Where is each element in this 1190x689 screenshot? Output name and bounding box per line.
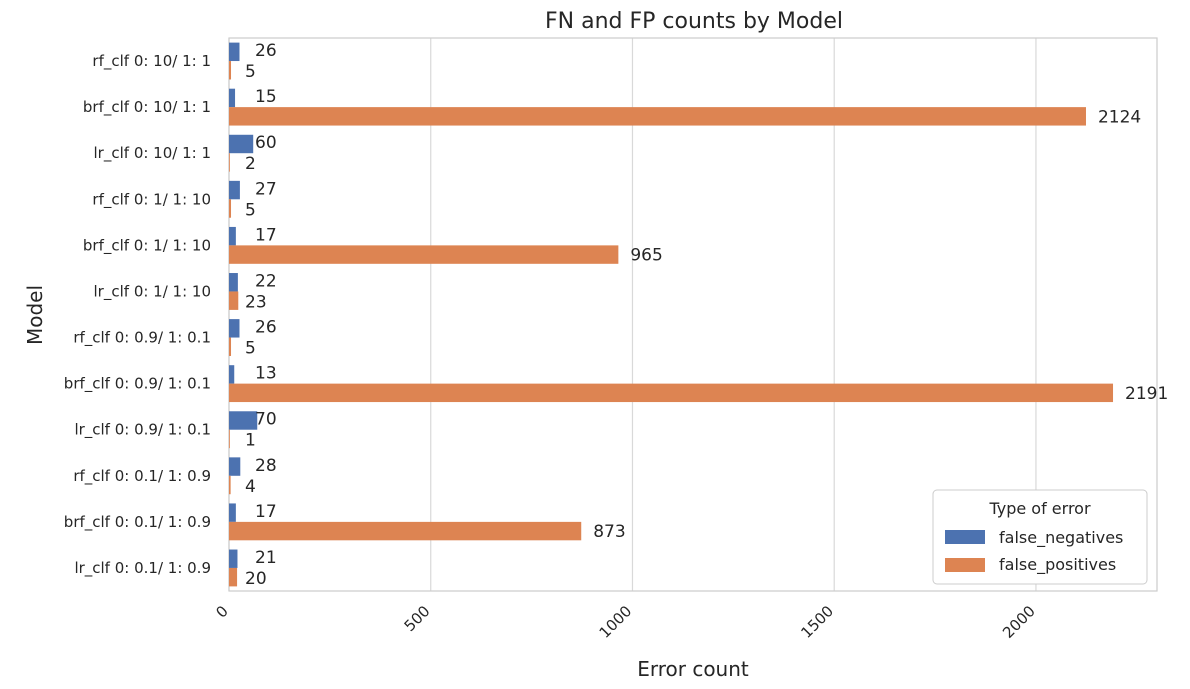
bar-false-positives-8 — [229, 429, 230, 449]
y-tick-label-0: rf_clf 0: 10/ 1: 1 — [92, 52, 211, 71]
bar-label-false-negatives-4: 17 — [255, 225, 277, 245]
y-tick-label-4: brf_clf 0: 1/ 1: 10 — [83, 236, 211, 255]
bar-label-false-negatives-7: 13 — [255, 364, 277, 384]
x-tick-labels: 0 500 1000 1500 2000 — [212, 602, 1038, 642]
y-tick-label-5: lr_clf 0: 1/ 1: 10 — [94, 282, 211, 301]
bar-label-false-negatives-10: 17 — [255, 502, 277, 522]
bar-false-positives-4 — [229, 245, 619, 264]
bar-label-false-negatives-8: 70 — [255, 410, 277, 430]
bar-label-false-positives-1: 2124 — [1098, 107, 1141, 127]
bar-false-positives-1 — [229, 107, 1086, 126]
bar-label-false-positives-3: 5 — [245, 200, 256, 220]
y-tick-label-2: lr_clf 0: 10/ 1: 1 — [94, 144, 211, 163]
bar-label-false-negatives-6: 26 — [255, 318, 277, 338]
bar-label-false-positives-6: 5 — [245, 339, 256, 359]
legend-title: Type of error — [988, 499, 1091, 518]
bar-label-false-positives-10: 873 — [593, 522, 625, 542]
x-tick-label-4: 2000 — [999, 602, 1039, 642]
y-tick-label-11: lr_clf 0: 0.1/ 1: 0.9 — [74, 559, 211, 578]
legend-swatch-false-positives — [945, 558, 985, 572]
bar-false-negatives-8 — [229, 411, 258, 430]
bar-false-negatives-1 — [229, 88, 236, 108]
bar-false-positives-7 — [229, 383, 1114, 403]
bar-false-negatives-5 — [229, 273, 238, 292]
bar-label-false-negatives-5: 22 — [255, 271, 277, 291]
bar-label-false-positives-0: 5 — [245, 62, 256, 82]
bar-label-false-negatives-9: 28 — [255, 456, 277, 476]
bar-label-false-negatives-11: 21 — [255, 548, 277, 568]
legend: Type of error false_negatives false_posi… — [932, 489, 1148, 585]
bar-false-positives-9 — [229, 475, 231, 495]
y-tick-labels: rf_clf 0: 10/ 1: 1 brf_clf 0: 10/ 1: 1 lr_… — [64, 52, 211, 578]
bar-false-positives-5 — [229, 291, 239, 310]
bar-false-negatives-7 — [229, 365, 235, 384]
bar-label-false-positives-8: 1 — [245, 431, 256, 451]
bar-label-false-positives-9: 4 — [245, 477, 256, 497]
bar-false-negatives-11 — [229, 549, 238, 568]
legend-swatch-false-negatives — [945, 530, 985, 544]
bar-false-positives-3 — [229, 199, 232, 218]
y-tick-label-1: brf_clf 0: 10/ 1: 1 — [83, 98, 211, 117]
bar-labels: 2651521246022751796522232651321917012841… — [245, 41, 1168, 589]
y-tick-label-9: rf_clf 0: 0.1/ 1: 0.9 — [73, 467, 211, 486]
bar-label-false-negatives-0: 26 — [255, 41, 277, 61]
y-axis-label: Model — [23, 285, 47, 345]
bar-false-negatives-0 — [229, 42, 240, 62]
bar-label-false-positives-2: 2 — [245, 154, 256, 174]
y-tick-label-8: lr_clf 0: 0.9/ 1: 0.1 — [74, 421, 211, 440]
bar-label-false-negatives-1: 15 — [255, 87, 277, 107]
bar-false-negatives-4 — [229, 226, 236, 246]
y-tick-label-10: brf_clf 0: 0.1/ 1: 0.9 — [64, 513, 211, 532]
x-tick-label-3: 1500 — [797, 602, 837, 642]
bar-label-false-positives-4: 965 — [630, 246, 662, 266]
legend-label-false-positives: false_positives — [999, 555, 1116, 575]
legend-box — [932, 489, 1148, 585]
bar-false-negatives-3 — [229, 180, 240, 200]
bar-false-negatives-6 — [229, 319, 240, 338]
bar-label-false-positives-7: 2191 — [1125, 384, 1168, 404]
x-tick-label-0: 0 — [212, 602, 231, 621]
y-tick-label-6: rf_clf 0: 0.9/ 1: 0.1 — [73, 329, 211, 348]
bar-label-false-positives-11: 20 — [245, 569, 267, 589]
bar-false-negatives-10 — [229, 503, 236, 522]
bar-label-false-negatives-3: 27 — [255, 179, 277, 199]
bar-label-false-negatives-2: 60 — [255, 133, 277, 153]
bar-label-false-positives-5: 23 — [245, 292, 267, 312]
bar-false-positives-11 — [229, 567, 238, 587]
plot-frame — [228, 37, 1158, 592]
y-tick-label-3: rf_clf 0: 1/ 1: 10 — [92, 190, 211, 209]
y-tick-label-7: brf_clf 0: 0.9/ 1: 0.1 — [64, 375, 211, 394]
bar-false-negatives-2 — [229, 134, 254, 154]
bars — [229, 42, 1114, 587]
x-tick-label-2: 1000 — [596, 602, 636, 642]
chart-title: FN and FP counts by Model — [545, 9, 843, 34]
legend-label-false-negatives: false_negatives — [999, 528, 1123, 548]
x-tick-label-1: 500 — [401, 602, 434, 635]
bar-false-negatives-9 — [229, 457, 241, 476]
bar-false-positives-0 — [229, 61, 232, 80]
x-axis-label: Error count — [637, 657, 749, 681]
bar-false-positives-2 — [229, 153, 230, 172]
bar-false-positives-10 — [229, 521, 582, 541]
bar-false-positives-6 — [229, 337, 232, 356]
